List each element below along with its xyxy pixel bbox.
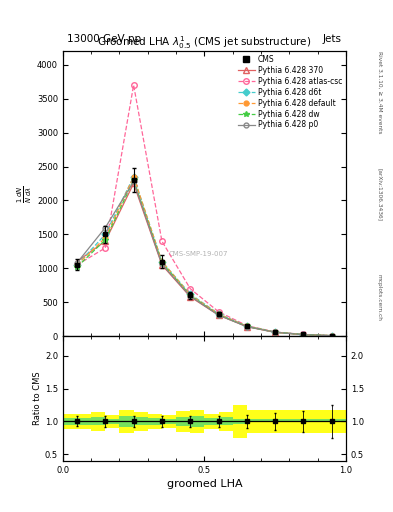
Text: mcplots.cern.ch: mcplots.cern.ch bbox=[377, 273, 382, 321]
Text: CMS-SMP-19-007: CMS-SMP-19-007 bbox=[169, 251, 228, 258]
Y-axis label: $\frac{1}{N}\frac{dN}{d\lambda}$: $\frac{1}{N}\frac{dN}{d\lambda}$ bbox=[16, 185, 34, 203]
Y-axis label: Ratio to CMS: Ratio to CMS bbox=[33, 372, 42, 425]
Text: Rivet 3.1.10, ≥ 3.4M events: Rivet 3.1.10, ≥ 3.4M events bbox=[377, 51, 382, 134]
Text: 13000 GeV pp: 13000 GeV pp bbox=[67, 33, 141, 44]
Text: Jets: Jets bbox=[323, 33, 342, 44]
Title: Groomed LHA $\lambda^{1}_{0.5}$ (CMS jet substructure): Groomed LHA $\lambda^{1}_{0.5}$ (CMS jet… bbox=[97, 34, 312, 51]
Text: [arXiv:1306.3436]: [arXiv:1306.3436] bbox=[377, 168, 382, 221]
Legend: CMS, Pythia 6.428 370, Pythia 6.428 atlas-csc, Pythia 6.428 d6t, Pythia 6.428 de: CMS, Pythia 6.428 370, Pythia 6.428 atla… bbox=[238, 55, 342, 130]
X-axis label: groomed LHA: groomed LHA bbox=[167, 479, 242, 489]
